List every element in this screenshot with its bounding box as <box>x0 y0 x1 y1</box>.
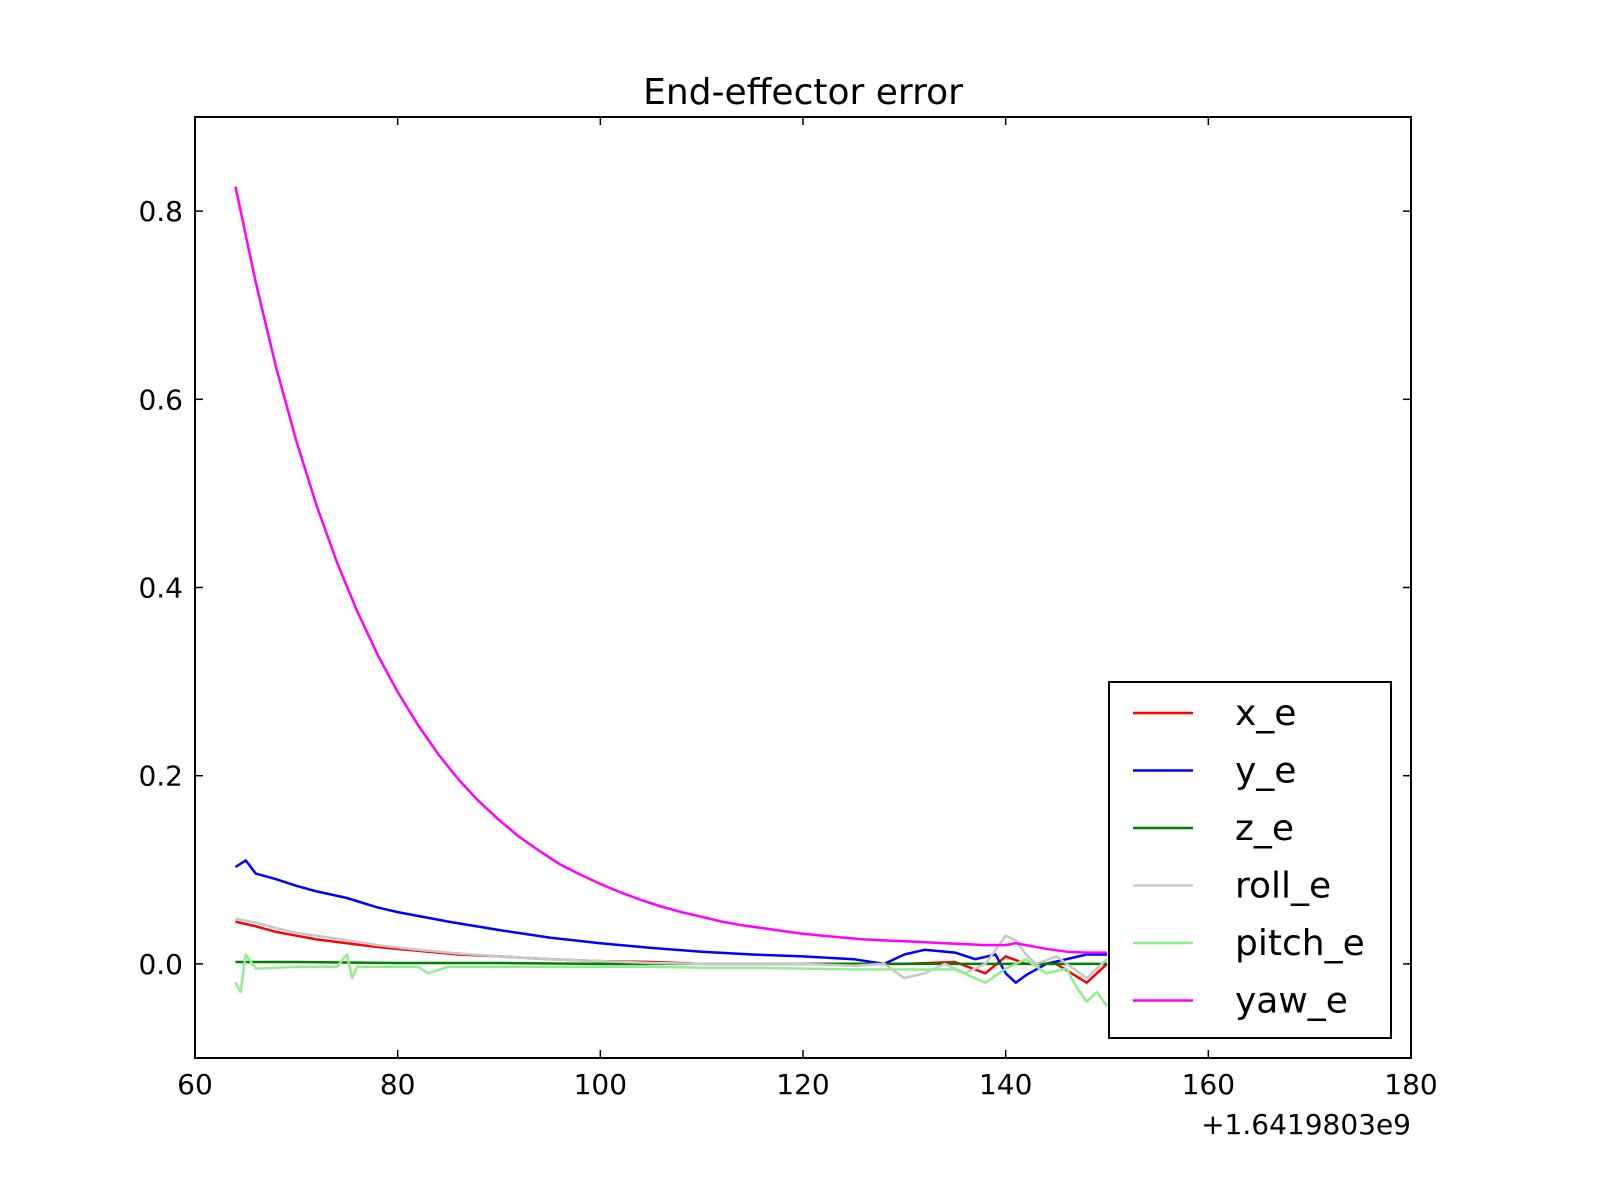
legend-label-x-e: x_e <box>1235 693 1296 734</box>
x-axis: 60 80 100 120 140 160 180 <box>177 117 1438 1101</box>
y-tick-label: 0.0 <box>138 948 183 981</box>
x-axis-offset-label: +1.6419803e9 <box>1201 1108 1411 1141</box>
series-line-yaw-e <box>234 186 1107 954</box>
legend-label-y-e: y_e <box>1235 751 1296 792</box>
y-axis: 0.0 0.2 0.4 0.6 0.8 <box>138 195 1411 981</box>
chart-title: End-effector error <box>643 72 963 113</box>
y-tick-label: 0.8 <box>138 195 183 228</box>
legend-label-roll-e: roll_e <box>1235 866 1331 907</box>
x-tick-label: 120 <box>776 1068 829 1101</box>
x-tick-label: 60 <box>177 1068 213 1101</box>
series-line-pitch-e <box>234 953 1109 1007</box>
x-tick-label: 140 <box>979 1068 1032 1101</box>
legend-label-pitch-e: pitch_e <box>1235 923 1365 964</box>
x-tick-label: 180 <box>1384 1068 1437 1101</box>
y-tick-label: 0.6 <box>138 383 183 416</box>
series-line-x-e <box>235 920 1108 984</box>
y-tick-label: 0.4 <box>138 572 183 605</box>
legend: x_e y_e z_e roll_e pitch_e yaw_e <box>1108 681 1392 1039</box>
series-line-y-e <box>234 859 1107 984</box>
plot-area <box>234 186 1109 1007</box>
series-line-roll-e <box>235 917 1108 980</box>
y-tick-label: 0.2 <box>138 760 183 793</box>
x-tick-label: 100 <box>574 1068 627 1101</box>
x-tick-label: 160 <box>1182 1068 1235 1101</box>
x-tick-label: 80 <box>380 1068 416 1101</box>
legend-box <box>1108 681 1392 1039</box>
legend-label-yaw-e: yaw_e <box>1235 981 1348 1022</box>
legend-label-z-e: z_e <box>1235 808 1294 849</box>
